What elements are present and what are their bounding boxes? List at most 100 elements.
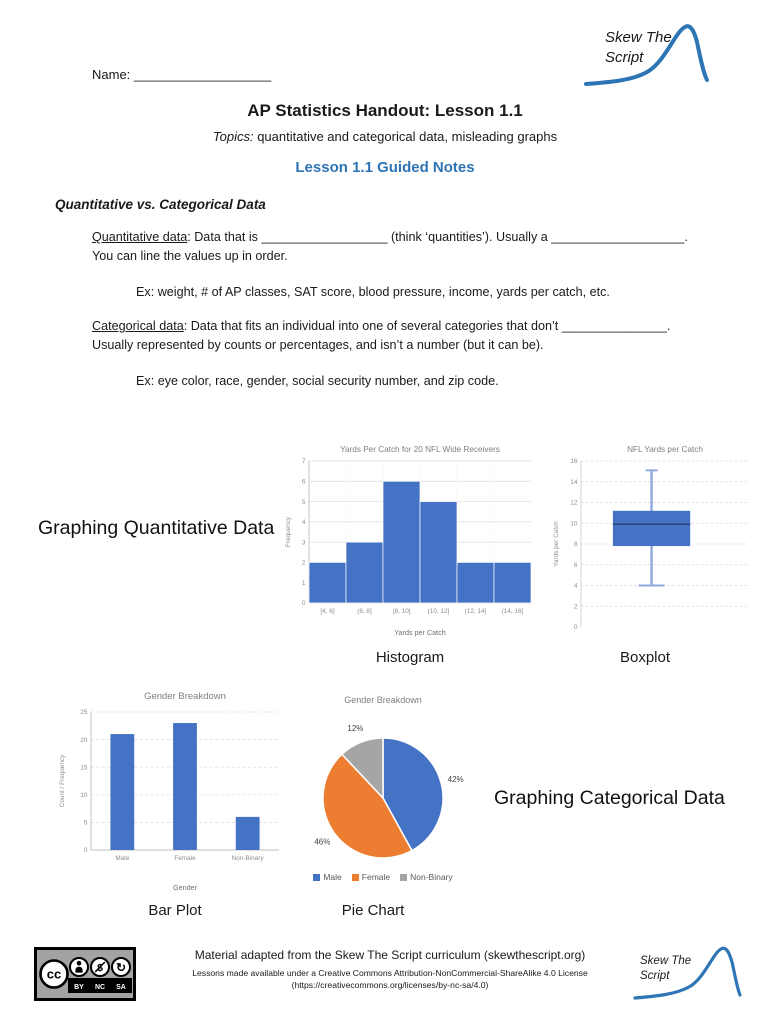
skew-curve-icon	[584, 24, 709, 86]
quantitative-definition: Quantitative data: Data that is ________…	[92, 228, 720, 266]
svg-text:Count / Frequency: Count / Frequency	[59, 754, 66, 807]
svg-text:1: 1	[302, 580, 306, 587]
piechart-caption: Pie Chart	[341, 902, 405, 919]
cc-glyph: cc	[47, 967, 61, 982]
quantitative-line2: You can line the values up in order.	[92, 248, 288, 263]
svg-text:[4, 6]: [4, 6]	[320, 608, 334, 615]
svg-text:(6, 8]: (6, 8]	[357, 608, 372, 615]
svg-text:Yards per Catch: Yards per Catch	[553, 521, 560, 567]
histogram-caption: Histogram	[375, 649, 445, 666]
pie-legend-item: Female	[351, 872, 391, 882]
quantitative-term: Quantitative data	[92, 230, 188, 244]
sa-arrow-icon	[111, 957, 131, 977]
svg-text:2: 2	[302, 560, 306, 567]
creative-commons-badge: cc $ ↻ BY NC SA	[34, 947, 136, 1001]
svg-text:0: 0	[84, 847, 88, 854]
svg-text:16: 16	[570, 458, 578, 465]
name-blank-line: Name: ___________________	[92, 67, 272, 82]
svg-text:Female: Female	[174, 855, 196, 862]
boxplot-caption: Boxplot	[619, 649, 671, 666]
footer-license-url: (https://creativecommons.org/licenses/by…	[291, 980, 489, 991]
svg-text:12: 12	[570, 500, 578, 507]
boxplot-chart: 0 2 4 6 8 10 12 14 16 NFL Yards per Catch Yards pe…	[551, 441, 763, 639]
legend-swatch-icon	[313, 873, 321, 881]
svg-text:20: 20	[80, 737, 88, 744]
svg-text:5: 5	[302, 499, 306, 506]
nc-label: NC	[95, 984, 105, 991]
footer-attribution: Material adapted from the Skew The Scrip…	[150, 948, 630, 992]
svg-text:2: 2	[574, 603, 578, 610]
svg-text:↻: ↻	[116, 961, 126, 975]
svg-text:10: 10	[570, 520, 578, 527]
logo-line2: Script	[640, 969, 670, 982]
topics-line: Topics: quantitative and categorical dat…	[0, 129, 770, 144]
svg-text:(12, 14]: (12, 14]	[465, 608, 487, 615]
topics-label: Topics:	[212, 129, 254, 144]
logo-text: Skew The Script	[640, 954, 691, 984]
categorical-definition: Categorical data: Data that fits an indi…	[92, 317, 720, 355]
barplot-caption: Bar Plot	[148, 902, 202, 919]
categorical-line2: Usually represented by counts or percent…	[92, 337, 544, 352]
svg-text:Yards per Catch: Yards per Catch	[394, 628, 445, 637]
categorical-text: : Data that fits an individual into one …	[183, 319, 671, 333]
svg-text:3: 3	[302, 539, 306, 546]
cc-by-nc-sa-icon: cc $ ↻ BY NC SA	[34, 947, 136, 1001]
categorical-example: Ex: eye color, race, gender, social secu…	[136, 374, 499, 388]
page-title: AP Statistics Handout: Lesson 1.1	[247, 101, 523, 120]
svg-text:(10, 12]: (10, 12]	[428, 608, 450, 615]
svg-text:6: 6	[302, 478, 306, 485]
svg-text:25: 25	[80, 709, 88, 716]
footer-line1: Material adapted from the Skew The Scrip…	[194, 948, 586, 962]
svg-text:10: 10	[80, 792, 88, 799]
svg-text:(14, 16]: (14, 16]	[502, 608, 524, 615]
sa-label: SA	[116, 984, 126, 991]
svg-text:0: 0	[302, 600, 306, 607]
skew-the-script-logo: Skew The Script	[583, 16, 728, 94]
legend-label: Female	[361, 872, 391, 882]
histogram-chart: 0 1 2 3 4 5 6 7 [4, 6] (6, 8] (8, 10] (10, 12] (12, …	[283, 441, 541, 639]
guided-notes-heading: Lesson 1.1 Guided Notes	[295, 159, 475, 176]
svg-text:5: 5	[84, 820, 88, 827]
svg-text:Yards Per Catch for 20 NFL Wid: Yards Per Catch for 20 NFL Wide Receiver…	[340, 445, 500, 454]
by-label: BY	[74, 984, 84, 991]
logo-text: Skew The Script	[605, 28, 672, 67]
footer-line2: Lessons made available under a Creative …	[192, 968, 588, 978]
svg-text:4: 4	[302, 519, 306, 526]
skew-curve-icon	[633, 946, 742, 1000]
svg-text:15: 15	[80, 764, 88, 771]
svg-text:8: 8	[574, 541, 578, 548]
svg-text:Non-Binary: Non-Binary	[232, 855, 265, 862]
svg-text:NFL Yards per Catch: NFL Yards per Catch	[627, 445, 703, 454]
quantitative-text: : Data that is __________________ (think…	[187, 230, 688, 244]
skew-the-script-logo-footer: Skew The Script	[632, 940, 762, 1008]
legend-swatch-icon	[400, 873, 408, 881]
legend-label: Male	[323, 872, 342, 882]
pie-legend: Male Female Non-Binary	[288, 872, 478, 882]
svg-text:Frequency: Frequency	[285, 516, 292, 547]
pie-legend-item: Non-Binary	[400, 872, 453, 882]
logo-line2: Script	[605, 48, 644, 66]
svg-text:Gender Breakdown: Gender Breakdown	[344, 695, 422, 705]
logo-line1: Skew The	[605, 29, 672, 46]
section-heading: Quantitative vs. Categorical Data	[55, 197, 266, 212]
svg-text:7: 7	[302, 458, 306, 465]
bar-plot-chart: 0 5 10 15 20 25 Male Female Non-Binary Gender Bre…	[57, 686, 293, 894]
svg-text:46%: 46%	[314, 838, 330, 847]
pie-legend-item: Male	[313, 872, 342, 882]
svg-text:14: 14	[570, 479, 578, 486]
categorical-term: Categorical data	[92, 319, 184, 333]
graphing-categorical-heading: Graphing Categorical Data	[494, 787, 725, 809]
svg-text:Gender: Gender	[173, 883, 198, 892]
quantitative-example: Ex: weight, # of AP classes, SAT score, …	[136, 285, 610, 299]
svg-text:0: 0	[574, 624, 578, 631]
svg-text:Male: Male	[115, 855, 129, 862]
legend-label: Non-Binary	[410, 872, 453, 882]
svg-text:12%: 12%	[347, 724, 363, 733]
pie-chart: 42% 46% 12% Gender Breakdown	[288, 691, 478, 879]
svg-text:42%: 42%	[448, 775, 464, 784]
svg-text:Gender Breakdown: Gender Breakdown	[144, 691, 226, 702]
legend-swatch-icon	[351, 873, 359, 881]
svg-text:4: 4	[574, 583, 578, 590]
logo-line1: Skew The	[640, 955, 692, 967]
svg-text:6: 6	[574, 562, 578, 569]
